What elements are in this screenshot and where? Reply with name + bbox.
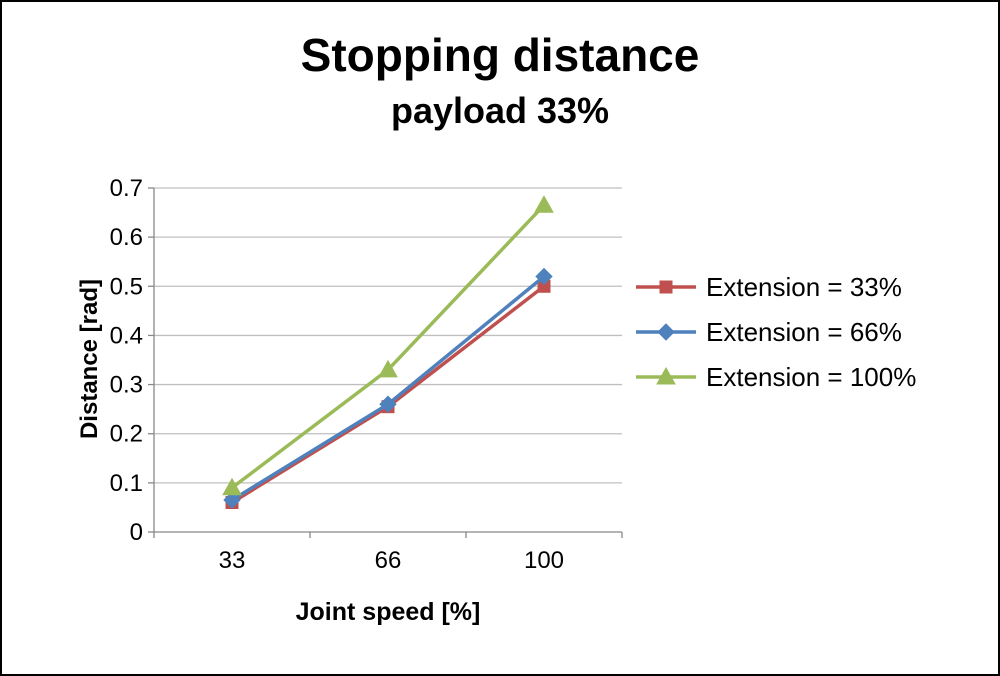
chart-subtitle: payload 33% <box>390 90 610 131</box>
diamond-marker <box>535 267 553 286</box>
y-tick-label: 0.1 <box>110 470 143 497</box>
triangle-marker <box>656 366 676 385</box>
diamond-marker <box>379 395 397 413</box>
x-axis-title: Joint speed [%] <box>295 598 481 626</box>
y-axis-title: Distance [rad] <box>76 278 103 440</box>
x-tick-label: 66 <box>375 547 402 574</box>
x-tick-label: 100 <box>524 547 564 574</box>
y-tick-label: 0.3 <box>110 372 143 399</box>
triangle-marker <box>534 195 554 213</box>
x-tick-label: 33 <box>219 547 246 574</box>
series-line-2 <box>230 203 546 490</box>
legend-label: Extension = 66% <box>706 316 902 347</box>
legend-item-1: Extension = 66% <box>634 317 916 347</box>
y-tick-label: 0.7 <box>110 175 143 202</box>
chart-legend: Extension = 33% Extension = 66% Extension … <box>634 272 916 392</box>
diamond-marker <box>657 323 675 341</box>
diamond-marker <box>223 491 241 509</box>
triangle-marker <box>378 359 398 378</box>
legend-key-icon <box>636 323 696 341</box>
y-tick-label: 0.2 <box>110 421 143 448</box>
y-tick-label: 0.5 <box>110 273 143 300</box>
triangle-marker <box>222 477 242 496</box>
legend-label: Extension = 33% <box>706 271 902 302</box>
line-chart: 0 0.1 0.2 0.3 0.4 0.5 0.6 0.7 33 66 100 <box>110 175 623 574</box>
chart-title: Stopping distance <box>300 29 700 81</box>
y-tick-label: 0.6 <box>110 224 143 251</box>
legend-item-2: Extension = 100% <box>634 362 916 392</box>
legend-label: Extension = 100% <box>706 361 917 392</box>
legend-key-icon <box>636 280 696 294</box>
square-marker <box>659 280 673 294</box>
series-line-1 <box>230 274 546 502</box>
legend-key-icon <box>636 366 696 385</box>
y-tick-label: 0.4 <box>110 322 143 349</box>
y-tick-label: 0 <box>130 519 143 546</box>
legend-item-0: Extension = 33% <box>634 272 916 302</box>
